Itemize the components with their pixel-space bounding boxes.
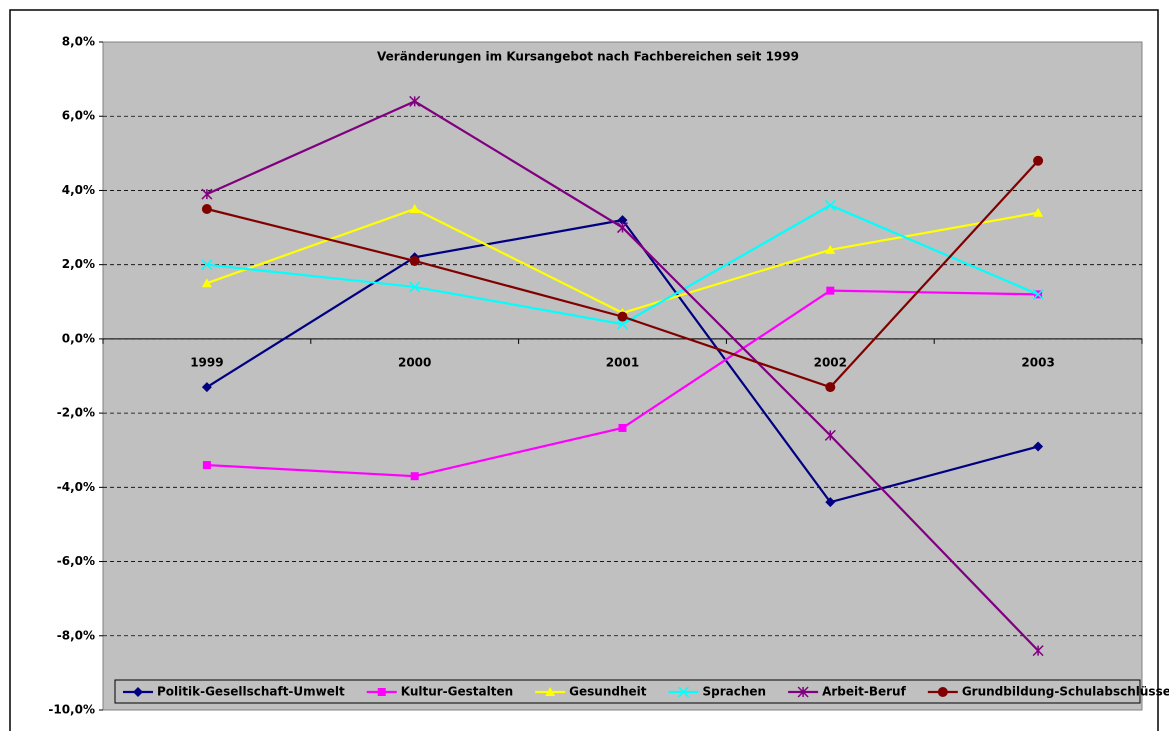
marker: [201, 278, 212, 288]
marker: [677, 686, 690, 698]
marker: [377, 688, 386, 696]
legend: [114, 679, 1141, 704]
marker: [409, 255, 420, 266]
marker: [825, 497, 836, 508]
legend-label: Arbeit-Beruf: [822, 685, 907, 699]
y-tick-label: 4,0%: [62, 183, 95, 197]
y-tick-label: 6,0%: [62, 109, 95, 123]
legend-label: Politik-Gesellschaft-Umwelt: [157, 685, 345, 699]
legend-label: Kultur-Gestalten: [401, 685, 513, 699]
marker: [937, 687, 948, 697]
y-tick-label: 2,0%: [62, 257, 95, 271]
marker: [410, 472, 419, 481]
x-tick-label: 2002: [814, 355, 847, 369]
marker: [545, 687, 556, 696]
marker: [825, 244, 836, 254]
marker: [824, 429, 836, 441]
chart-title: Veränderungen im Kursangebot nach Fachbe…: [377, 50, 799, 64]
marker: [201, 204, 212, 214]
marker: [133, 687, 143, 697]
x-tick-label: 2001: [606, 355, 639, 369]
marker: [201, 188, 213, 200]
marker: [617, 311, 628, 322]
y-tick-label: -8,0%: [57, 628, 95, 642]
marker: [409, 281, 421, 293]
y-tick-label: -2,0%: [57, 406, 95, 420]
marker: [201, 259, 213, 271]
x-tick-label: 1999: [190, 355, 223, 369]
y-tick-label: 8,0%: [62, 35, 95, 49]
marker: [825, 382, 836, 393]
marker: [409, 95, 421, 107]
y-tick-label: -10,0%: [48, 703, 95, 717]
legend-label: Gesundheit: [569, 685, 647, 699]
marker: [617, 215, 628, 226]
marker: [201, 382, 212, 393]
marker: [824, 199, 836, 211]
marker: [797, 686, 809, 698]
y-tick-label: -4,0%: [57, 480, 95, 494]
x-tick-label: 2003: [1021, 355, 1054, 369]
marker: [409, 204, 420, 213]
marker: [618, 423, 627, 432]
plot-area: [102, 41, 1143, 711]
legend-label: Sprachen: [703, 685, 767, 699]
marker: [1033, 441, 1044, 452]
y-tick-label: -6,0%: [57, 554, 95, 568]
marker: [1032, 288, 1044, 300]
x-tick-label: 2000: [398, 355, 431, 369]
marker: [1033, 155, 1044, 166]
marker: [202, 461, 211, 470]
marker: [826, 286, 835, 295]
y-tick-label: 0,0%: [62, 331, 95, 345]
marker: [616, 222, 629, 234]
marker: [1032, 645, 1044, 657]
marker: [616, 318, 629, 330]
marker: [1033, 207, 1044, 217]
legend-label: Grundbildung-Schulabschlüsse: [962, 685, 1169, 699]
